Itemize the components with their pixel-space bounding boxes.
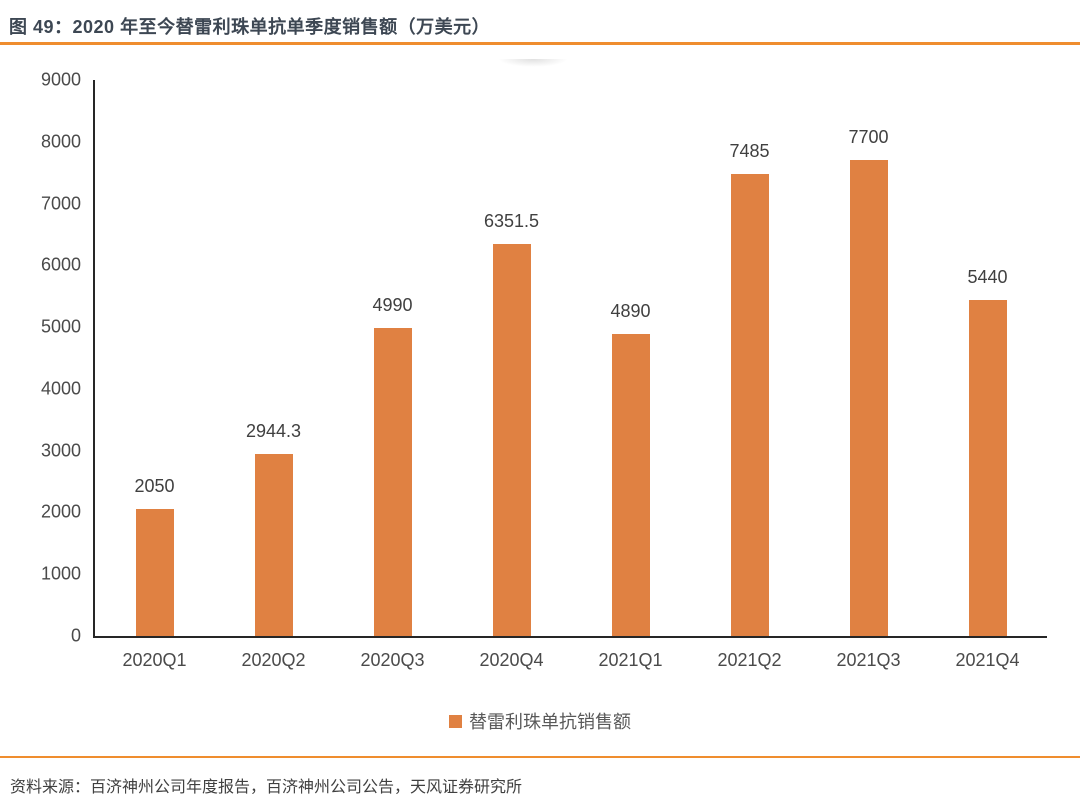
bar-value-label: 2050 (134, 476, 175, 497)
legend-swatch-icon (449, 714, 462, 728)
x-tick-label: 2020Q4 (479, 650, 544, 670)
chart-legend: 替雷利珠单抗销售额 (0, 708, 1080, 734)
bar (135, 509, 174, 636)
y-tick-label: 5000 (40, 316, 81, 337)
bar-slot: 2944.3 2020Q2 (214, 80, 333, 670)
y-tick-label: 7000 (40, 193, 81, 214)
y-tick-label: 3000 (40, 440, 81, 461)
bar-slot: 7485 2021Q2 (690, 80, 809, 670)
bar (968, 299, 1007, 636)
y-tick-label: 1000 (40, 563, 81, 584)
title-underline-rule (0, 42, 1080, 45)
bar-value-label: 6351.5 (483, 210, 540, 231)
bar-slot: 6351.5 2020Q4 (452, 80, 571, 670)
y-tick-label: 8000 (40, 131, 81, 152)
figure-title: 图 49：2020 年至今替雷利珠单抗单季度销售额（万美元） (9, 17, 491, 37)
x-tick-label: 2021Q4 (955, 650, 1020, 670)
bar-value-label: 7700 (848, 127, 889, 148)
source-attribution: 资料来源：百济神州公司年度报告，百济神州公司公告，天风证券研究所 (10, 779, 523, 796)
bar-value-label: 5440 (967, 266, 1008, 287)
bar-value-label: 2944.3 (245, 421, 302, 442)
y-tick-label: 4000 (40, 378, 81, 399)
bar-value-label: 7485 (729, 140, 770, 161)
x-tick-label: 2020Q1 (122, 650, 187, 670)
x-tick-label: 2020Q2 (241, 650, 306, 670)
bar (373, 327, 412, 636)
bar-slot: 4990 2020Q3 (333, 80, 452, 670)
bar (611, 333, 650, 636)
bar-value-label: 4890 (610, 300, 651, 321)
footer-rule (0, 756, 1080, 758)
y-tick-label: 9000 (40, 69, 81, 90)
x-tick-label: 2021Q2 (717, 650, 782, 670)
bar-value-label: 4990 (372, 294, 413, 315)
x-tick-label: 2021Q1 (598, 650, 663, 670)
y-tick-label: 2000 (40, 501, 81, 522)
bar (254, 454, 293, 636)
bar-slot: 4890 2021Q1 (571, 80, 690, 670)
legend-label: 替雷利珠单抗销售额 (469, 712, 631, 732)
bar (492, 243, 531, 636)
scan-artifact (498, 59, 568, 67)
bar-slot: 2050 2020Q1 (95, 80, 214, 670)
bar (849, 160, 888, 636)
plot-area: 0 1000 2000 3000 4000 5000 6000 7000 8000 9000 205… (41, 70, 1047, 670)
x-tick-label: 2021Q3 (836, 650, 901, 670)
bar (730, 173, 769, 636)
x-tick-label: 2020Q3 (360, 650, 425, 670)
bar-slot: 5440 2021Q4 (928, 80, 1047, 670)
bar-slot: 7700 2021Q3 (809, 80, 928, 670)
y-tick-label: 0 (70, 625, 81, 646)
y-tick-label: 6000 (40, 254, 81, 275)
